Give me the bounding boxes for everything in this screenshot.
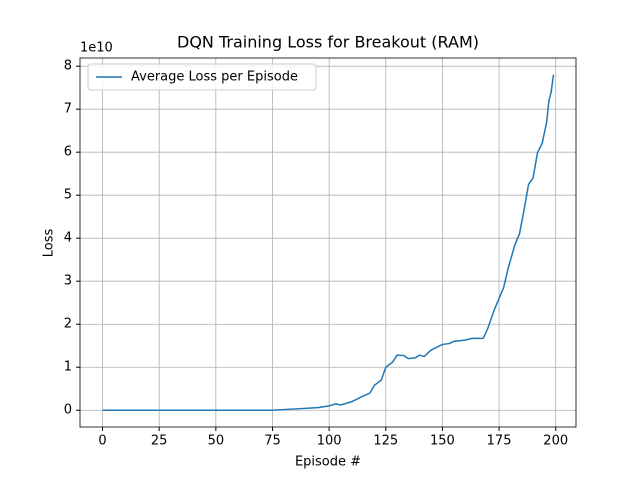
chart-title: DQN Training Loss for Breakout (RAM) xyxy=(177,33,479,52)
y-tick-label: 4 xyxy=(64,231,72,246)
x-tick-label: 200 xyxy=(543,434,568,449)
y-tick-label: 0 xyxy=(64,403,72,418)
x-axis-label: Episode # xyxy=(295,455,361,470)
y-offset-label: 1e10 xyxy=(80,41,113,56)
x-tick-label: 175 xyxy=(487,434,512,449)
line-series xyxy=(102,74,555,411)
x-tick-label: 75 xyxy=(264,434,281,449)
legend-label: Average Loss per Episode xyxy=(131,70,298,85)
y-tick-label: 5 xyxy=(64,188,72,203)
y-tick-label: 6 xyxy=(64,145,72,160)
y-tick-label: 7 xyxy=(64,102,72,117)
x-tick-label: 0 xyxy=(98,434,106,449)
plot-frame xyxy=(79,57,577,428)
legend-box xyxy=(87,63,317,91)
y-tick-label: 1 xyxy=(64,360,72,375)
y-tick-label: 2 xyxy=(64,317,72,332)
x-tick-label: 150 xyxy=(430,434,455,449)
y-tick-label: 3 xyxy=(64,274,72,289)
y-tick-label: 8 xyxy=(64,59,72,74)
x-tick-label: 100 xyxy=(317,434,342,449)
x-tick-label: 125 xyxy=(373,434,398,449)
x-tick-label: 50 xyxy=(208,434,225,449)
y-axis-label: Loss xyxy=(42,229,57,258)
x-tick-label: 25 xyxy=(151,434,168,449)
